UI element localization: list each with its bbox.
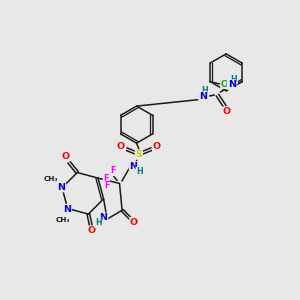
Text: O: O — [62, 152, 70, 160]
Text: N: N — [199, 92, 207, 101]
Text: O: O — [153, 142, 161, 151]
Text: F: F — [103, 174, 109, 183]
Text: O: O — [88, 226, 96, 235]
Text: O: O — [222, 107, 230, 116]
Text: N: N — [100, 213, 108, 222]
Text: H: H — [230, 75, 237, 84]
Text: N: N — [63, 205, 71, 214]
Text: Cl: Cl — [221, 80, 230, 88]
Text: CH₃: CH₃ — [56, 217, 70, 223]
Text: N: N — [130, 162, 138, 171]
Text: H: H — [136, 167, 143, 176]
Text: H: H — [95, 218, 102, 227]
Text: F: F — [104, 182, 110, 190]
Text: H: H — [201, 86, 208, 95]
Text: O: O — [117, 142, 125, 151]
Text: S: S — [136, 150, 142, 159]
Text: CH₃: CH₃ — [44, 176, 58, 182]
Text: O: O — [130, 218, 138, 227]
Text: N: N — [57, 183, 65, 192]
Text: N: N — [228, 80, 236, 89]
Text: F: F — [110, 167, 116, 176]
